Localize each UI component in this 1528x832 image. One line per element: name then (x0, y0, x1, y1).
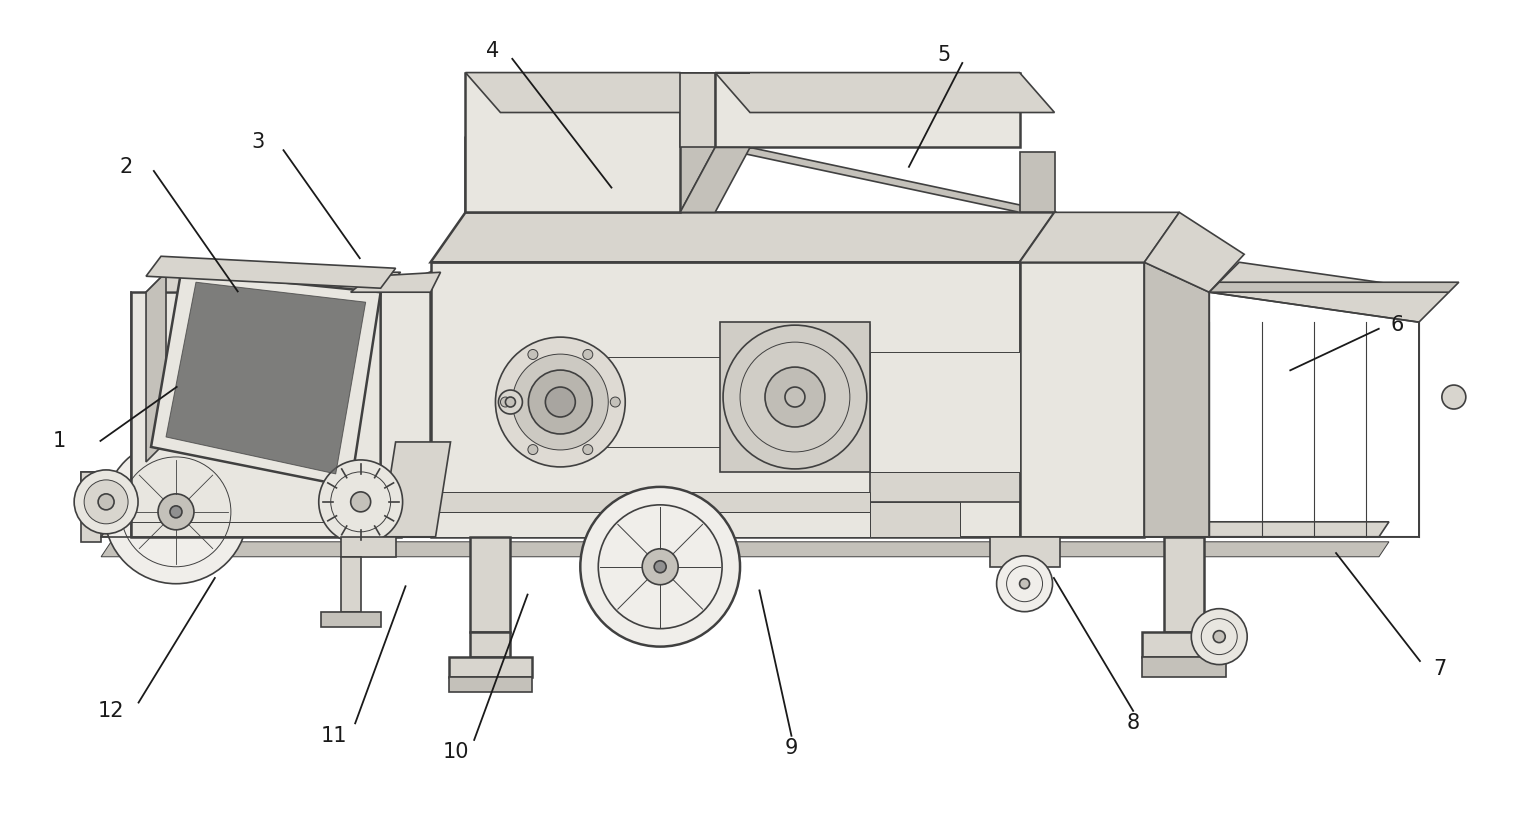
Polygon shape (1144, 262, 1209, 537)
Circle shape (351, 492, 371, 512)
Circle shape (84, 480, 128, 524)
Circle shape (1019, 579, 1030, 589)
Polygon shape (680, 72, 715, 147)
Polygon shape (1164, 537, 1204, 631)
Polygon shape (151, 272, 380, 487)
Polygon shape (449, 676, 532, 691)
Polygon shape (321, 612, 380, 626)
Polygon shape (1143, 656, 1227, 676)
Polygon shape (720, 322, 869, 472)
Polygon shape (466, 72, 501, 212)
Circle shape (996, 556, 1053, 612)
Polygon shape (167, 282, 365, 474)
Circle shape (170, 506, 182, 518)
Polygon shape (147, 272, 167, 462)
Polygon shape (869, 352, 1019, 472)
Text: 9: 9 (785, 738, 798, 758)
Circle shape (766, 367, 825, 427)
Text: 6: 6 (1390, 314, 1404, 334)
Circle shape (501, 397, 510, 407)
Text: 12: 12 (98, 701, 124, 721)
Circle shape (527, 349, 538, 359)
Circle shape (319, 460, 402, 544)
Circle shape (642, 549, 678, 585)
Circle shape (529, 370, 593, 434)
Polygon shape (1209, 262, 1449, 322)
Polygon shape (869, 472, 1019, 502)
Polygon shape (101, 522, 1389, 537)
Text: 10: 10 (443, 742, 469, 762)
Polygon shape (466, 72, 715, 112)
Circle shape (610, 397, 620, 407)
Text: 7: 7 (1433, 659, 1447, 680)
Polygon shape (680, 147, 750, 212)
Circle shape (498, 390, 523, 414)
Polygon shape (380, 442, 451, 537)
Polygon shape (1019, 262, 1144, 537)
Polygon shape (81, 472, 101, 542)
Circle shape (495, 337, 625, 467)
Circle shape (75, 470, 138, 534)
Circle shape (104, 440, 248, 584)
Polygon shape (431, 512, 869, 537)
Text: 8: 8 (1126, 713, 1140, 733)
Text: 4: 4 (486, 41, 500, 61)
Polygon shape (81, 472, 131, 492)
Polygon shape (869, 502, 960, 537)
Circle shape (157, 494, 194, 530)
Polygon shape (715, 72, 1019, 147)
Polygon shape (471, 631, 510, 656)
Circle shape (785, 387, 805, 407)
Polygon shape (1143, 631, 1227, 656)
Text: 2: 2 (119, 156, 133, 177)
Polygon shape (466, 72, 680, 212)
Polygon shape (1144, 212, 1244, 292)
Polygon shape (471, 537, 510, 631)
Circle shape (581, 487, 740, 646)
Polygon shape (990, 537, 1059, 567)
Polygon shape (1019, 152, 1054, 212)
Polygon shape (680, 72, 715, 212)
Text: 1: 1 (52, 431, 66, 451)
Circle shape (506, 397, 515, 407)
Polygon shape (341, 557, 361, 612)
Circle shape (582, 349, 593, 359)
Polygon shape (147, 256, 396, 288)
Polygon shape (431, 492, 869, 512)
Polygon shape (351, 272, 440, 292)
Polygon shape (147, 272, 400, 292)
Polygon shape (1209, 282, 1459, 292)
Circle shape (1192, 609, 1247, 665)
Polygon shape (341, 537, 396, 557)
Circle shape (545, 387, 576, 417)
Polygon shape (431, 212, 1054, 262)
Text: 3: 3 (251, 132, 264, 152)
Polygon shape (101, 542, 1389, 557)
Polygon shape (431, 262, 1019, 537)
Polygon shape (466, 147, 715, 212)
Circle shape (512, 354, 608, 450)
Circle shape (1442, 385, 1465, 409)
Circle shape (654, 561, 666, 572)
Text: 11: 11 (321, 726, 347, 745)
Polygon shape (715, 72, 750, 147)
Polygon shape (715, 72, 1054, 112)
Circle shape (527, 444, 538, 454)
Polygon shape (1019, 212, 1180, 262)
Polygon shape (380, 272, 431, 537)
Circle shape (98, 494, 115, 510)
Circle shape (582, 444, 593, 454)
Polygon shape (449, 656, 532, 676)
Polygon shape (715, 147, 1054, 212)
Text: 5: 5 (937, 45, 950, 65)
Polygon shape (131, 292, 400, 537)
Circle shape (1213, 631, 1225, 642)
